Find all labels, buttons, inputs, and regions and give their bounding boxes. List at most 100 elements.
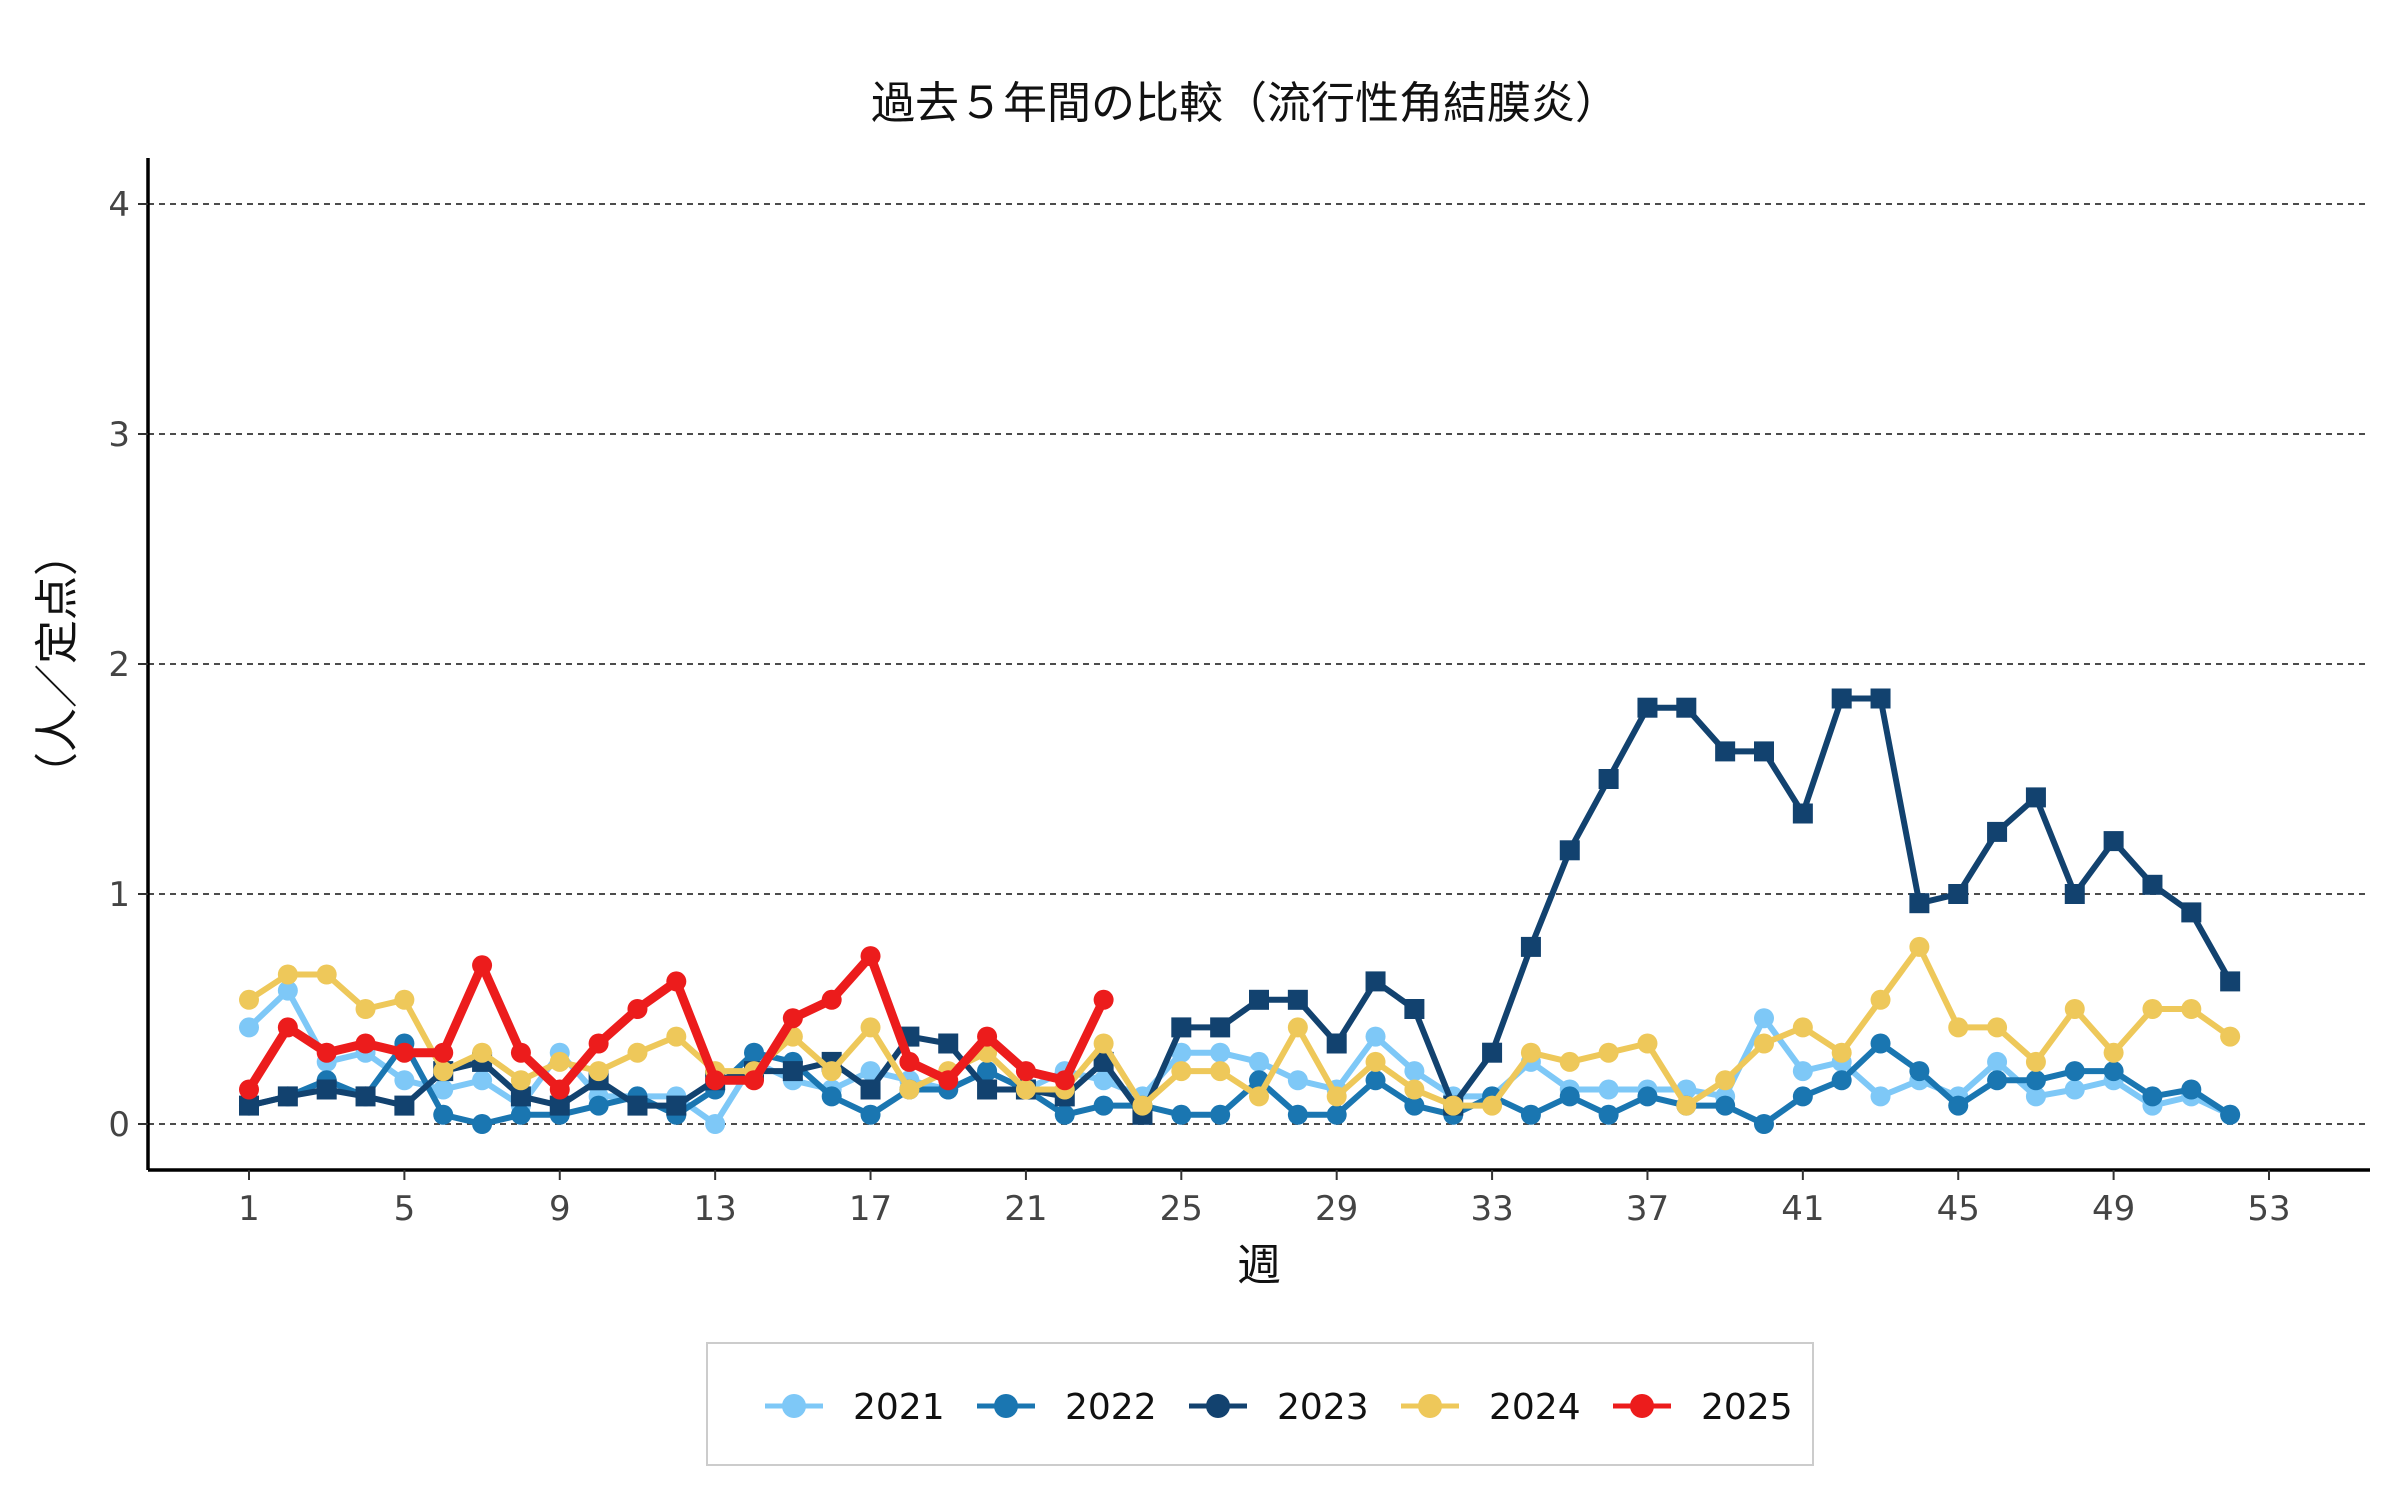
point-2021-w43: [1870, 1086, 1891, 1107]
point-2025-w14: [744, 1070, 764, 1091]
point-2024-w8: [510, 1070, 531, 1091]
point-2024-w34: [1520, 1042, 1541, 1063]
point-2025-w11: [627, 999, 648, 1019]
x-tick-label-5: 5: [394, 1189, 416, 1229]
point-2024-w50: [2142, 999, 2163, 1019]
point-2023-w26: [1210, 1017, 1231, 1038]
point-2021-w30: [1365, 1026, 1386, 1047]
point-2023-w51: [2181, 902, 2202, 923]
series-line-2021: [246, 987, 2234, 1127]
legend-label-2022: 2022: [1065, 1387, 1157, 1428]
point-2025-w20: [977, 1026, 998, 1047]
point-2022-w52: [2220, 1104, 2241, 1125]
point-2021-w48: [2064, 1079, 2085, 1100]
point-2021-w40: [1754, 1008, 1774, 1029]
x-tick-label-45: 45: [1937, 1189, 1980, 1229]
point-2023-w27: [1249, 989, 1269, 1010]
point-2022-w30: [1365, 1070, 1386, 1091]
point-2022-w25: [1171, 1104, 1192, 1125]
x-tick-label-37: 37: [1626, 1189, 1669, 1229]
series-2022: [239, 1033, 2241, 1134]
point-2024-w1: [239, 989, 259, 1010]
point-2025-w10: [588, 1033, 609, 1054]
point-2021-w27: [1249, 1051, 1269, 1072]
point-2025-w15: [782, 1008, 803, 1029]
point-2024-w7: [472, 1042, 493, 1063]
series-line-2022: [246, 1040, 2234, 1127]
legend-label-2025: 2025: [1701, 1387, 1793, 1428]
point-2021-w13: [705, 1114, 726, 1134]
point-2024-w49: [2103, 1042, 2124, 1063]
point-2023-w1: [239, 1095, 259, 1116]
point-2022-w36: [1598, 1104, 1619, 1125]
point-2022-w49: [2103, 1061, 2124, 1082]
point-2022-w34: [1520, 1104, 1541, 1125]
x-tick-label-9: 9: [549, 1189, 571, 1229]
point-2022-w8: [510, 1104, 531, 1125]
point-2025-w9: [549, 1079, 570, 1100]
point-2025-w13: [705, 1070, 726, 1091]
point-2022-w47: [2025, 1070, 2046, 1091]
point-2024-w26: [1210, 1061, 1231, 1082]
point-2021-w36: [1598, 1079, 1619, 1100]
point-2024-w47: [2025, 1051, 2046, 1072]
point-2024-w16: [821, 1061, 842, 1082]
point-2021-w7: [472, 1070, 493, 1091]
point-2023-w38: [1676, 697, 1697, 718]
point-2022-w20: [977, 1061, 998, 1082]
point-2025-w5: [394, 1042, 415, 1063]
point-2022-w48: [2064, 1061, 2085, 1082]
point-2022-w41: [1792, 1086, 1813, 1107]
legend-label-2021: 2021: [853, 1387, 945, 1428]
y-tick-label-0: 0: [108, 1105, 130, 1145]
point-2023-w41: [1792, 803, 1813, 824]
point-2025-w1: [239, 1079, 259, 1100]
point-2023-w2: [277, 1086, 298, 1107]
point-2024-w39: [1715, 1070, 1736, 1091]
point-2024-w25: [1171, 1061, 1192, 1082]
point-2022-w35: [1559, 1086, 1580, 1107]
point-2025-w17: [860, 946, 881, 967]
point-2022-w28: [1287, 1104, 1308, 1125]
point-2023-w44: [1909, 893, 1930, 914]
point-2023-w42: [1831, 688, 1852, 709]
point-2024-w5: [394, 989, 415, 1010]
point-2025-w2: [277, 1017, 298, 1038]
point-2023-w34: [1520, 936, 1541, 957]
point-2023-w11: [627, 1095, 648, 1116]
series-lines: [239, 688, 2241, 1134]
point-2024-w4: [355, 999, 376, 1019]
point-2024-w43: [1870, 989, 1891, 1010]
point-2024-w29: [1326, 1086, 1347, 1107]
point-2025-w22: [1054, 1070, 1075, 1091]
point-2024-w17: [860, 1017, 881, 1038]
point-2021-w47: [2025, 1086, 2046, 1107]
y-tick-label-3: 3: [108, 415, 130, 455]
y-tick-label-2: 2: [108, 645, 130, 685]
point-2024-w10: [588, 1061, 609, 1082]
point-2021-w28: [1287, 1070, 1308, 1091]
point-2022-w42: [1831, 1070, 1852, 1091]
point-2022-w6: [433, 1104, 454, 1125]
point-2025-w12: [666, 971, 687, 992]
point-2022-w26: [1210, 1104, 1231, 1125]
legend-swatch-marker-2021: [782, 1394, 806, 1418]
point-2023-w15: [782, 1061, 803, 1082]
x-tick-label-29: 29: [1315, 1189, 1358, 1229]
point-2025-w19: [938, 1070, 959, 1091]
point-2022-w29: [1326, 1104, 1347, 1125]
point-2022-w10: [588, 1095, 609, 1116]
point-2024-w3: [316, 964, 337, 985]
y-ticks: 0 1 2 3 4: [108, 185, 148, 1145]
point-2025-w8: [510, 1042, 531, 1063]
point-2023-w25: [1171, 1017, 1192, 1038]
point-2023-w52: [2220, 971, 2241, 992]
point-2021-w26: [1210, 1042, 1231, 1063]
x-tick-label-53: 53: [2247, 1189, 2290, 1229]
series-2021: [239, 980, 2241, 1134]
legend-item-2024: 2024: [1401, 1387, 1581, 1428]
series-line-2023: [246, 695, 2234, 1118]
point-2024-w21: [1015, 1079, 1036, 1100]
point-2024-w18: [899, 1079, 920, 1100]
